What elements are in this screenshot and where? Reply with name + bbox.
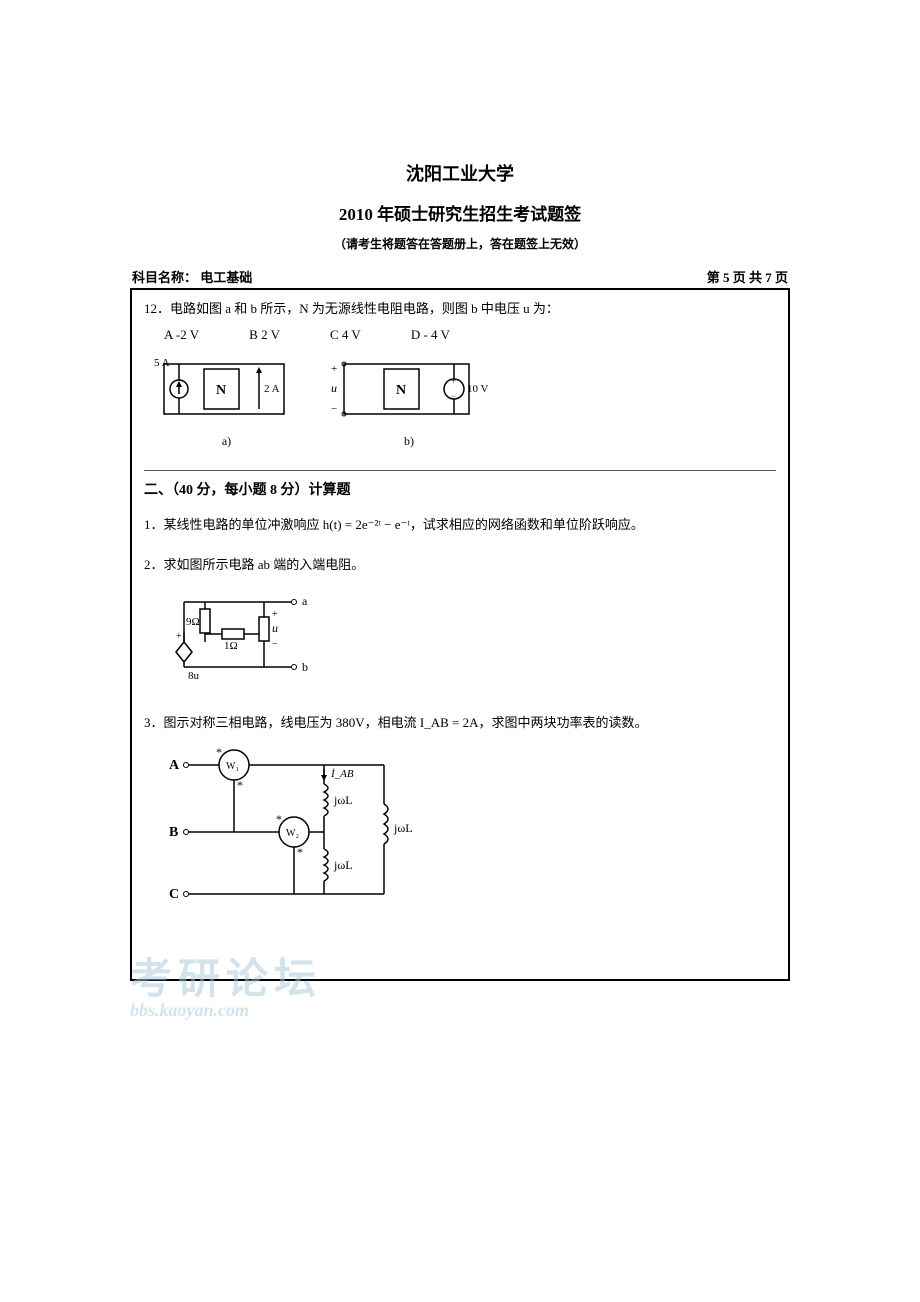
svg-text:jωL: jωL — [333, 793, 353, 807]
circuit-a-label: a) — [154, 431, 299, 451]
page-number: 第 5 页 共 7 页 — [707, 267, 788, 286]
q12-option-d: D - 4 V — [411, 324, 450, 346]
subject-value: 电工基础 — [200, 270, 252, 285]
circuit-b-svg: + u − N + − 10 V — [329, 354, 489, 429]
subject-field: 科目名称： 电工基础 — [132, 267, 252, 286]
q12-circuits: 5 A N 2 A a) — [154, 354, 776, 451]
section-2-title: 二、（40 分，每小题 8 分）计算题 — [144, 470, 776, 503]
svg-text:*: * — [216, 745, 222, 759]
page-header: 沈阳工业大学 2010 年硕士研究生招生考试题签 （请考生将题答在答题册上，答在… — [130, 160, 790, 252]
question-s2-3: 3．图示对称三相电路，线电压为 380V，相电流 I_AB = 2A，求图中两块… — [144, 712, 776, 921]
circuit-a-svg: 5 A N 2 A — [154, 354, 299, 429]
question-s2-2: 2．求如图所示电路 ab 端的入端电阻。 a b 9Ω — [144, 554, 776, 693]
circuit-b-label: b) — [329, 431, 489, 451]
exam-title: 2010 年硕士研究生招生考试题签 — [130, 200, 790, 225]
question-12: 12．电路如图 a 和 b 所示，N 为无源线性电阻电路，则图 b 中电压 u … — [144, 298, 776, 452]
svg-text:jωL: jωL — [333, 858, 353, 872]
svg-text:C: C — [169, 887, 179, 902]
exam-note: （请考生将题答在答题册上，答在题签上无效） — [130, 235, 790, 252]
svg-text:+: + — [272, 609, 278, 620]
question-s2-1: 1．某线性电路的单位冲激响应 h(t) = 2e⁻²ᵗ − e⁻ᵗ，试求相应的网… — [144, 514, 776, 536]
q12-option-c: C 4 V — [330, 324, 361, 346]
q12-text: 12．电路如图 a 和 b 所示，N 为无源线性电阻电路，则图 b 中电压 u … — [144, 298, 776, 320]
svg-text:9Ω: 9Ω — [186, 616, 200, 628]
svg-text:−: − — [272, 639, 278, 650]
svg-text:A: A — [169, 758, 180, 773]
svg-text:a: a — [302, 594, 308, 608]
circuit-a-right-label: 2 A — [264, 383, 280, 395]
q1-text: 1．某线性电路的单位冲激响应 h(t) = 2e⁻²ᵗ − e⁻ᵗ，试求相应的网… — [144, 514, 776, 536]
content-box: 12．电路如图 a 和 b 所示，N 为无源线性电阻电路，则图 b 中电压 u … — [130, 288, 790, 981]
meta-row: 科目名称： 电工基础 第 5 页 共 7 页 — [130, 267, 790, 288]
exam-page: 沈阳工业大学 2010 年硕士研究生招生考试题签 （请考生将题答在答题册上，答在… — [0, 0, 920, 981]
q3-circuit: A W₁ * * B W₂ — [164, 744, 776, 921]
svg-text:+: + — [331, 363, 337, 375]
q12-option-b: B 2 V — [249, 324, 280, 346]
circuit-a-n-label: N — [216, 383, 226, 398]
circuit-b-n-label: N — [396, 383, 406, 398]
q3-text: 3．图示对称三相电路，线电压为 380V，相电流 I_AB = 2A，求图中两块… — [144, 712, 776, 734]
svg-text:1Ω: 1Ω — [224, 640, 238, 652]
svg-text:jωL: jωL — [393, 821, 413, 835]
q2-text: 2．求如图所示电路 ab 端的入端电阻。 — [144, 554, 776, 576]
svg-text:*: * — [237, 778, 243, 792]
svg-text:*: * — [297, 845, 303, 859]
svg-text:8u: 8u — [188, 670, 200, 682]
q12-option-a: A -2 V — [164, 324, 199, 346]
circuit-b-u-label: u — [331, 381, 337, 395]
svg-text:İ_AB: İ_AB — [330, 768, 354, 780]
svg-text:−: − — [331, 403, 337, 415]
q12-options: A -2 V B 2 V C 4 V D - 4 V — [144, 324, 776, 346]
svg-text:u: u — [272, 621, 278, 635]
watermark-url: bbs.kaoyan.com — [130, 1000, 322, 1021]
q2-circuit: a b 9Ω + 8u 1Ω — [164, 587, 776, 694]
svg-text:W₂: W₂ — [286, 828, 299, 839]
circuit-b-right-label: 10 V — [467, 383, 489, 395]
svg-text:W₁: W₁ — [226, 761, 239, 772]
svg-text:b: b — [302, 660, 308, 674]
q12-circuit-b: + u − N + − 10 V b) — [329, 354, 489, 451]
subject-label: 科目名称： — [132, 270, 197, 285]
q12-circuit-a: 5 A N 2 A a) — [154, 354, 299, 451]
svg-text:*: * — [276, 812, 282, 826]
svg-text:+: + — [176, 631, 182, 642]
university-name: 沈阳工业大学 — [130, 160, 790, 186]
circuit-a-src-label: 5 A — [154, 357, 170, 369]
svg-text:B: B — [169, 825, 178, 840]
